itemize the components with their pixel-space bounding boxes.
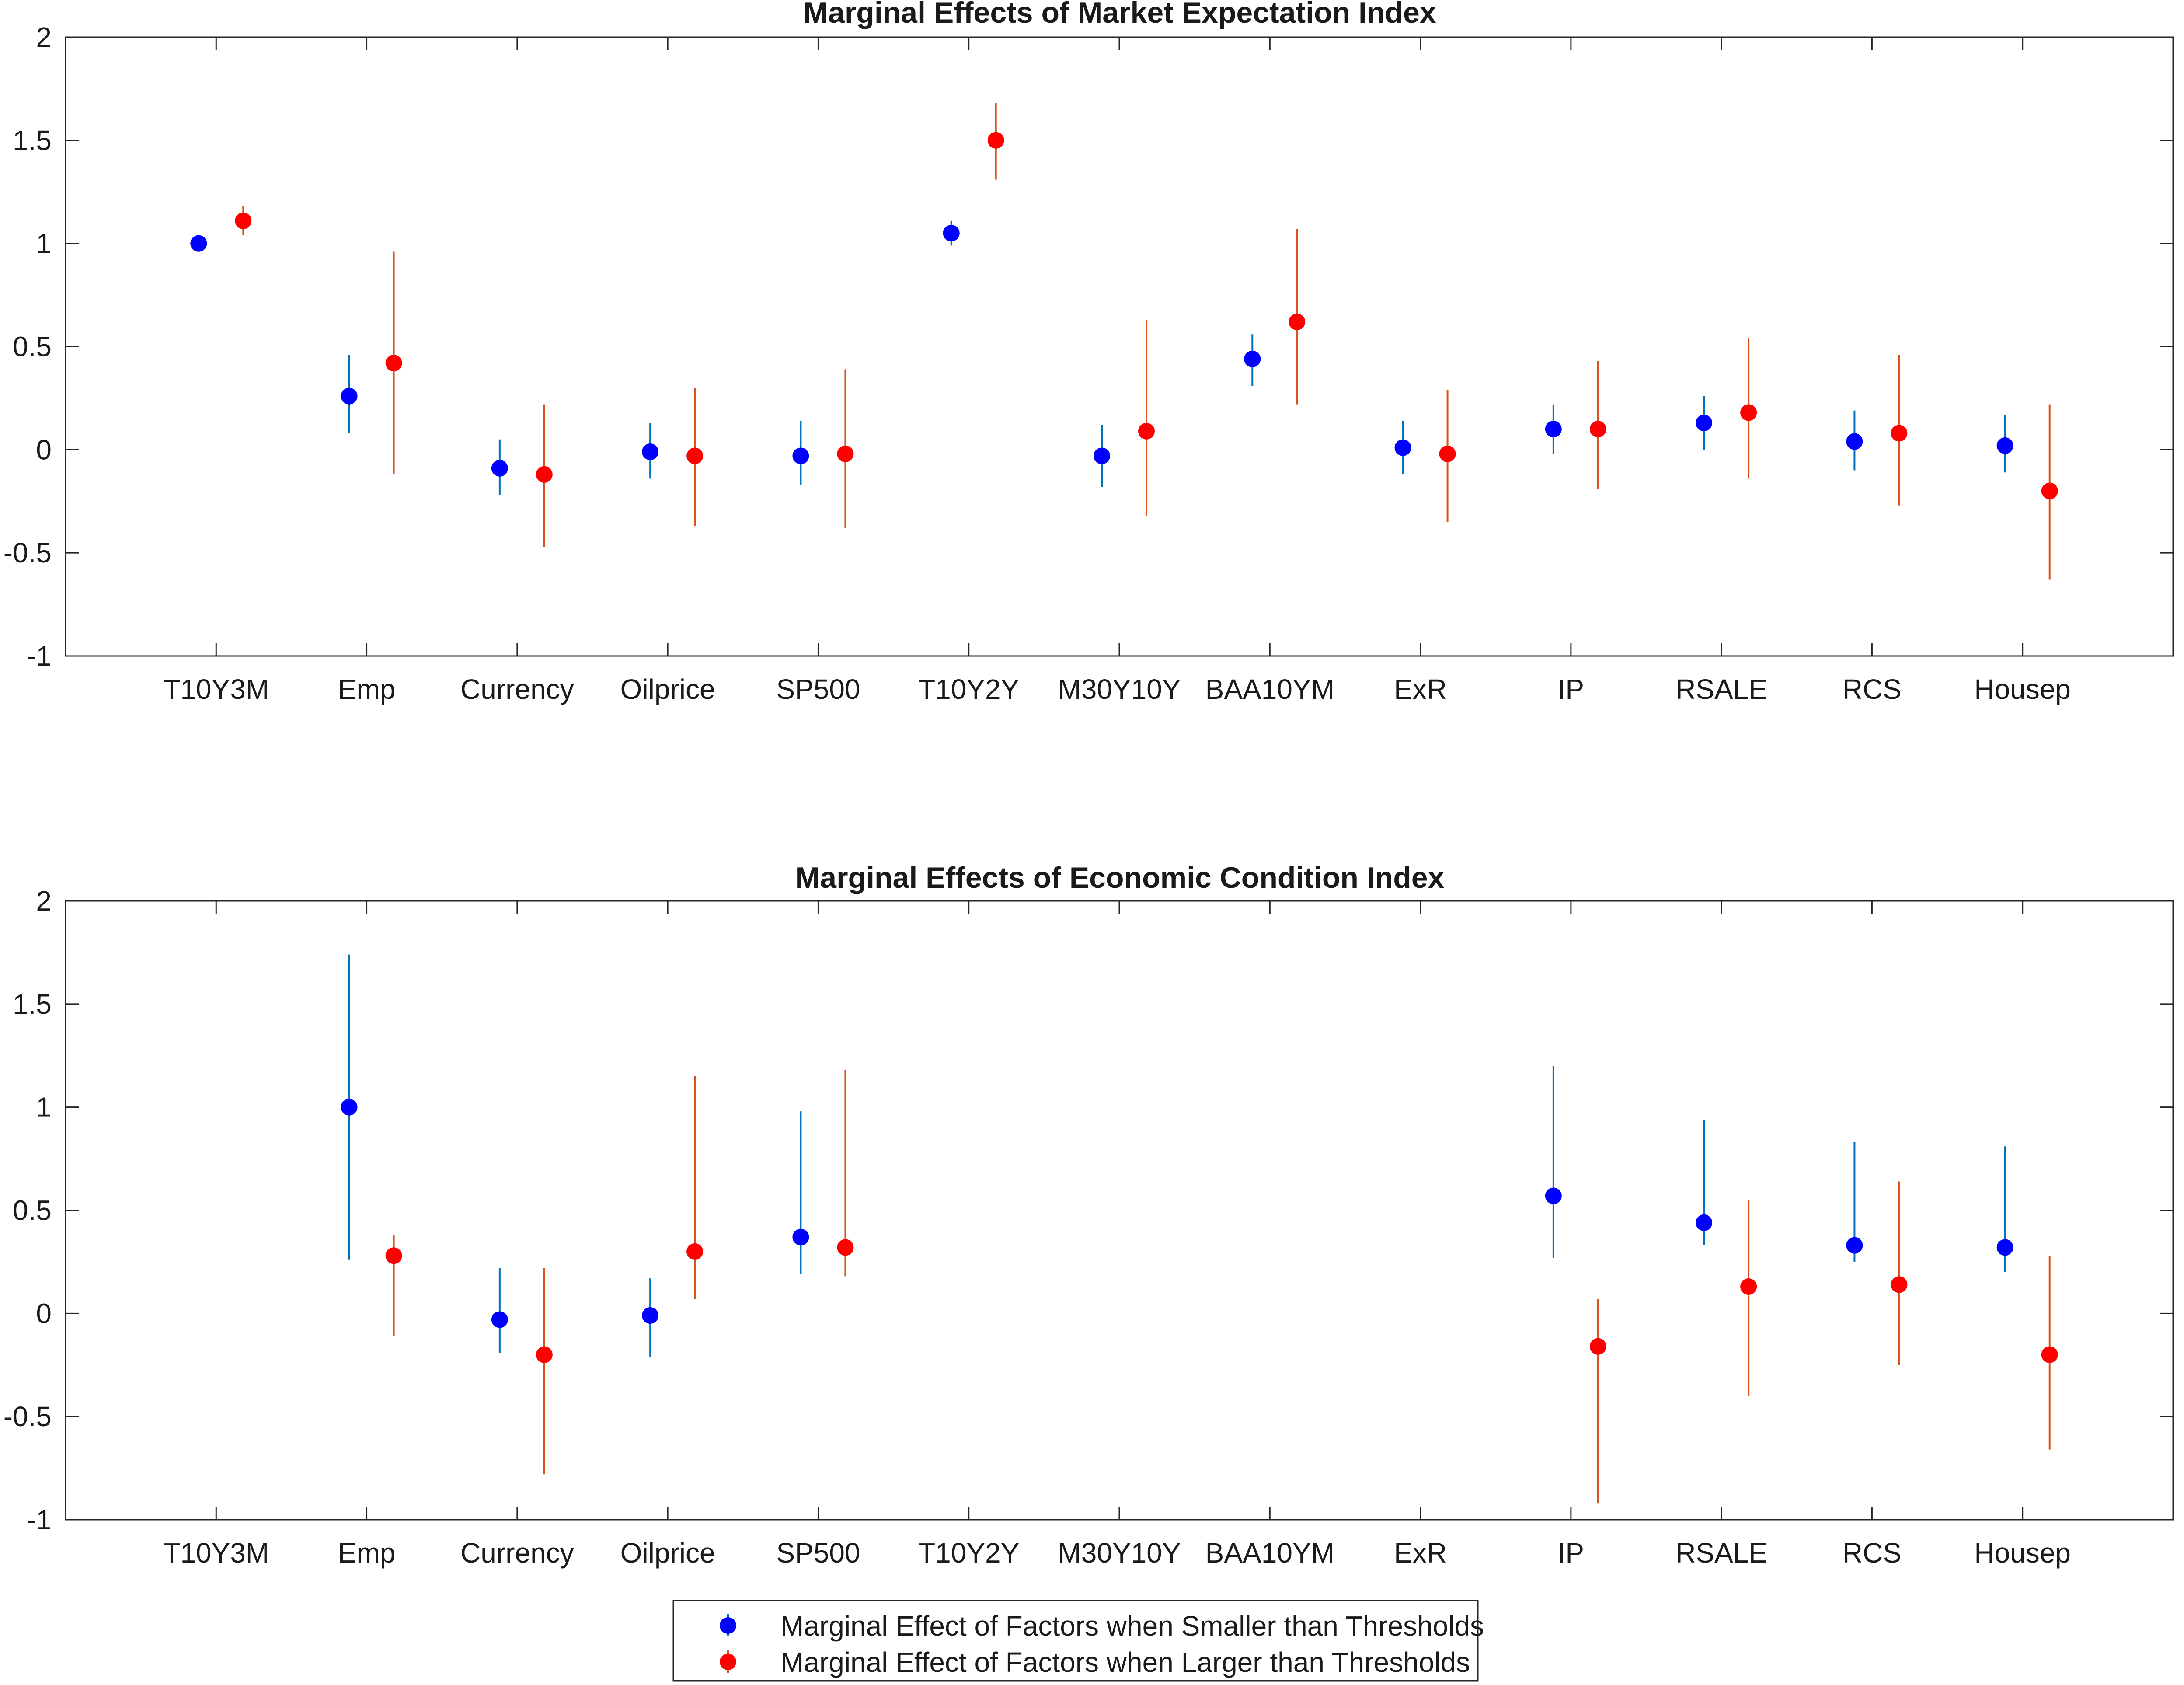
- data-point: [642, 443, 659, 460]
- data-point: [1846, 433, 1863, 450]
- legend-label-smaller: Marginal Effect of Factors when Smaller …: [780, 1610, 1484, 1642]
- data-point: [1589, 1338, 1606, 1355]
- data-point: [190, 235, 207, 252]
- y-tick-label: 0.5: [13, 331, 52, 363]
- data-point: [1138, 422, 1155, 440]
- y-tick-label: -1: [27, 1504, 52, 1535]
- data-point: [491, 1311, 508, 1328]
- data-point: [1289, 313, 1306, 330]
- data-point: [1545, 1187, 1562, 1204]
- y-tick-label: 0: [36, 1298, 52, 1329]
- data-point: [792, 1228, 809, 1245]
- x-tick-label: RCS: [1843, 673, 1902, 705]
- y-tick-label: 0: [36, 434, 52, 465]
- x-tick-label: ExR: [1394, 673, 1447, 705]
- legend-marker-smaller: [720, 1617, 736, 1634]
- data-point: [1891, 425, 1908, 442]
- legend-marker-larger: [720, 1654, 736, 1670]
- data-point: [341, 1099, 358, 1116]
- x-tick-label: M30Y10Y: [1058, 673, 1181, 705]
- y-tick-label: -0.5: [3, 1401, 52, 1432]
- x-tick-label: Emp: [338, 1537, 396, 1569]
- data-point: [491, 460, 508, 477]
- x-tick-label: BAA10YM: [1205, 673, 1334, 705]
- data-point: [1439, 445, 1456, 462]
- x-tick-label: T10Y2Y: [918, 1537, 1019, 1569]
- y-tick-label: 1: [36, 228, 52, 259]
- x-tick-label: IP: [1558, 673, 1584, 705]
- chart-title: Marginal Effects of Market Expectation I…: [803, 0, 1436, 29]
- x-tick-label: Currency: [460, 673, 574, 705]
- x-tick-label: RSALE: [1675, 673, 1767, 705]
- x-tick-label: T10Y2Y: [918, 673, 1019, 705]
- data-point: [837, 445, 854, 462]
- data-point: [1846, 1237, 1863, 1254]
- market-expectation-panel: Marginal Effects of Market Expectation I…: [3, 0, 2174, 705]
- data-point: [385, 355, 402, 372]
- x-tick-label: M30Y10Y: [1058, 1537, 1181, 1569]
- data-point: [2041, 1346, 2058, 1363]
- x-tick-label: SP500: [776, 1537, 860, 1569]
- data-point: [385, 1247, 402, 1264]
- x-tick-label: RCS: [1843, 1537, 1902, 1569]
- data-point: [235, 212, 252, 229]
- x-tick-label: Housep: [1974, 1537, 2071, 1569]
- data-point: [1996, 437, 2013, 454]
- economic-condition-panel: Marginal Effects of Economic Condition I…: [3, 861, 2174, 1569]
- data-point: [987, 132, 1004, 149]
- y-tick-label: 2: [36, 21, 52, 53]
- data-point: [1740, 1278, 1757, 1295]
- y-tick-label: 1: [36, 1092, 52, 1123]
- x-tick-label: BAA10YM: [1205, 1537, 1334, 1569]
- data-point: [536, 466, 553, 483]
- x-tick-label: IP: [1558, 1537, 1584, 1569]
- data-point: [1394, 439, 1411, 456]
- x-tick-label: Emp: [338, 673, 396, 705]
- data-point: [1696, 1214, 1713, 1231]
- data-point: [1094, 447, 1110, 464]
- data-point: [2041, 482, 2058, 499]
- data-point: [1589, 421, 1606, 438]
- data-point: [1891, 1276, 1908, 1293]
- x-tick-label: ExR: [1394, 1537, 1447, 1569]
- y-tick-label: 0.5: [13, 1195, 52, 1226]
- y-tick-label: -1: [27, 640, 52, 672]
- legend: Marginal Effect of Factors when Smaller …: [672, 1600, 1484, 1682]
- x-tick-label: SP500: [776, 673, 860, 705]
- data-point: [1545, 421, 1562, 438]
- legend-box: [672, 1600, 1479, 1682]
- data-point: [1244, 350, 1261, 367]
- data-point: [792, 447, 809, 464]
- x-tick-label: T10Y3M: [163, 1537, 269, 1569]
- x-tick-label: Oilprice: [620, 1537, 715, 1569]
- x-tick-label: Currency: [460, 1537, 574, 1569]
- data-point: [1996, 1239, 2013, 1256]
- y-tick-label: -0.5: [3, 537, 52, 569]
- x-tick-label: RSALE: [1675, 1537, 1767, 1569]
- data-point: [642, 1307, 659, 1324]
- x-tick-label: Housep: [1974, 673, 2071, 705]
- y-tick-label: 2: [36, 885, 52, 917]
- data-point: [536, 1346, 553, 1363]
- data-point: [1696, 415, 1713, 432]
- chart-title: Marginal Effects of Economic Condition I…: [795, 861, 1445, 894]
- y-tick-label: 1.5: [13, 988, 52, 1020]
- data-point: [943, 225, 960, 242]
- y-tick-label: 1.5: [13, 125, 52, 156]
- x-tick-label: Oilprice: [620, 673, 715, 705]
- data-point: [1740, 404, 1757, 421]
- legend-label-larger: Marginal Effect of Factors when Larger t…: [780, 1647, 1470, 1678]
- data-point: [837, 1239, 854, 1256]
- data-point: [686, 1243, 704, 1260]
- x-tick-label: T10Y3M: [163, 673, 269, 705]
- data-point: [341, 387, 358, 405]
- data-point: [686, 447, 704, 464]
